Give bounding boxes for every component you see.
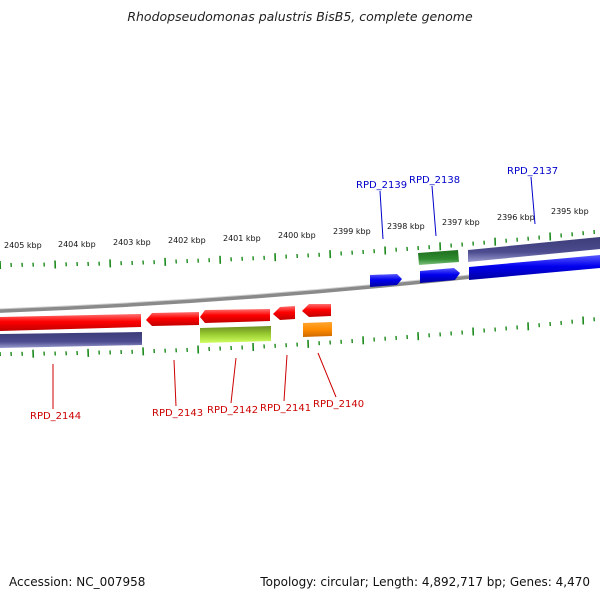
leader-rpd-2137	[530, 176, 536, 225]
gene-label-rpd-2138[interactable]: RPD_2138	[409, 175, 460, 186]
tick-labels: 2405 kbp 2404 kbp 2403 kbp 2402 kbp 2401…	[4, 207, 589, 250]
gene-rpd-2144-cds[interactable]	[0, 314, 141, 331]
gene-rpd-2137-cds[interactable]	[469, 255, 600, 280]
gene-label-rpd-2140[interactable]: RPD_2140	[313, 399, 364, 410]
leader-rpd-2139	[379, 190, 384, 240]
tick-label: 2401 kbp	[223, 234, 261, 243]
map-title: Rhodopseudomonas palustris BisB5, comple…	[127, 9, 473, 24]
tick-label: 2395 kbp	[551, 207, 589, 216]
footer-accession: Accession: NC_007958	[9, 575, 146, 589]
tick-label: 2403 kbp	[113, 238, 151, 247]
lower-tick-ring	[0, 316, 595, 358]
upper-tick-ring	[0, 229, 595, 270]
tick-label: 2399 kbp	[333, 227, 371, 236]
gene-rpd-2142-rna[interactable]	[200, 326, 271, 343]
leader-rpd-2141	[283, 354, 288, 402]
gene-rpd-2142-cds[interactable]	[200, 309, 270, 323]
gene-rpd-2140-cds[interactable]	[302, 304, 331, 317]
tick-label: 2404 kbp	[58, 240, 96, 249]
forward-features	[370, 237, 600, 287]
gene-label-rpd-2144[interactable]: RPD_2144	[30, 411, 81, 422]
leader-rpd-2140	[317, 352, 337, 398]
label-leaders	[52, 176, 536, 409]
gene-rpd-2141-cds[interactable]	[273, 306, 295, 320]
leader-rpd-2142	[230, 357, 237, 404]
reverse-features	[0, 304, 332, 348]
gene-label-rpd-2142[interactable]: RPD_2142	[207, 405, 258, 416]
gene-rpd-2137-gene[interactable]	[468, 237, 600, 262]
gene-rpd-2139[interactable]	[370, 274, 402, 287]
leader-rpd-2143	[173, 359, 177, 407]
tick-label: 2397 kbp	[442, 218, 480, 227]
gene-rpd-2143-cds[interactable]	[146, 312, 199, 326]
gene-label-rpd-2143[interactable]: RPD_2143	[152, 408, 203, 419]
gene-label-rpd-2141[interactable]: RPD_2141	[260, 403, 311, 414]
gene-rpd-2138-cds[interactable]	[420, 268, 460, 283]
tick-label: 2400 kbp	[278, 231, 316, 240]
gene-labels: RPD_2144 RPD_2143 RPD_2142 RPD_2141 RPD_…	[30, 166, 558, 422]
gene-label-rpd-2139[interactable]: RPD_2139	[356, 180, 407, 191]
tick-label: 2402 kbp	[168, 236, 206, 245]
leader-rpd-2138	[431, 185, 437, 237]
tick-label: 2398 kbp	[387, 222, 425, 231]
gene-rpd-2138-rna[interactable]	[418, 250, 459, 265]
gene-rpd-2144-gene[interactable]	[0, 332, 142, 348]
tick-label: 2396 kbp	[497, 213, 535, 222]
gene-label-rpd-2137[interactable]: RPD_2137	[507, 166, 558, 177]
footer-summary: Topology: circular; Length: 4,892,717 bp…	[260, 575, 590, 589]
gene-rpd-2140-rna[interactable]	[303, 322, 332, 337]
tick-label: 2405 kbp	[4, 241, 42, 250]
